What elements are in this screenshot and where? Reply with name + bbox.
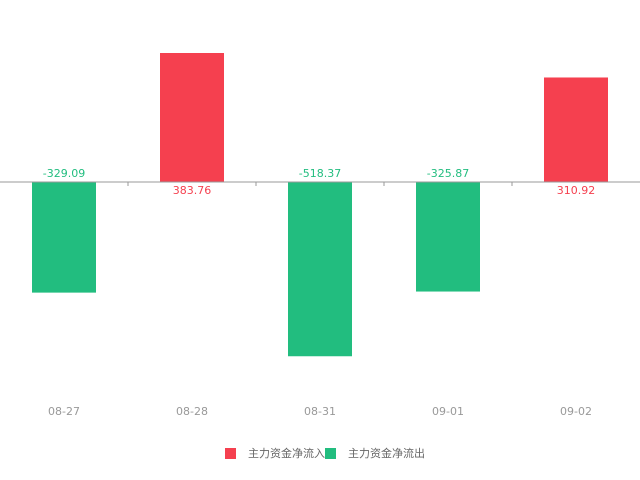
legend-swatch bbox=[225, 448, 236, 459]
x-tick-label: 08-28 bbox=[176, 405, 208, 418]
legend-swatch bbox=[325, 448, 336, 459]
value-label: 383.76 bbox=[173, 184, 212, 197]
value-label: -325.87 bbox=[427, 167, 469, 180]
x-tick-label: 09-01 bbox=[432, 405, 464, 418]
bar bbox=[416, 182, 480, 292]
x-tick-label: 09-02 bbox=[560, 405, 592, 418]
bar bbox=[288, 182, 352, 357]
value-label: -329.09 bbox=[43, 167, 85, 180]
legend-label: 主力资金净流出 bbox=[348, 446, 425, 460]
bar bbox=[160, 53, 224, 182]
value-label: 310.92 bbox=[557, 184, 596, 197]
value-label: -518.37 bbox=[299, 167, 341, 180]
x-tick-label: 08-27 bbox=[48, 405, 80, 418]
x-tick-label: 08-31 bbox=[304, 405, 336, 418]
legend-label: 主力资金净流入 bbox=[248, 446, 325, 460]
bar bbox=[32, 182, 96, 293]
bar bbox=[544, 77, 608, 182]
